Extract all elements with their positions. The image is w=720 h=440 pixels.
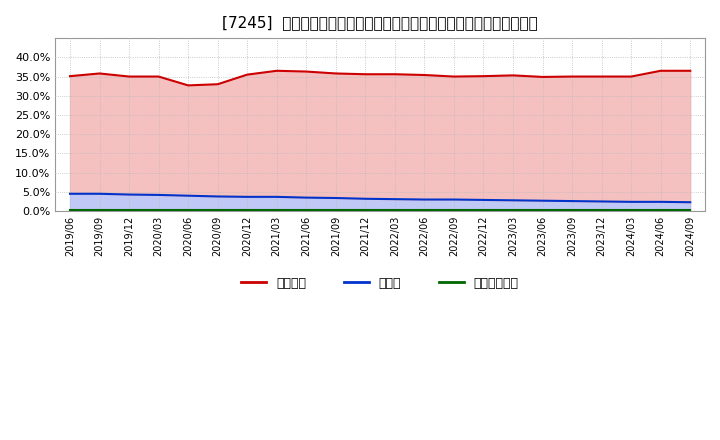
Title: [7245]  自己資本、のれん、繰延税金資産の総資産に対する比率の推移: [7245] 自己資本、のれん、繰延税金資産の総資産に対する比率の推移: [222, 15, 538, 30]
Legend: 自己資本, のれん, 繰延税金資産: 自己資本, のれん, 繰延税金資産: [236, 272, 524, 295]
